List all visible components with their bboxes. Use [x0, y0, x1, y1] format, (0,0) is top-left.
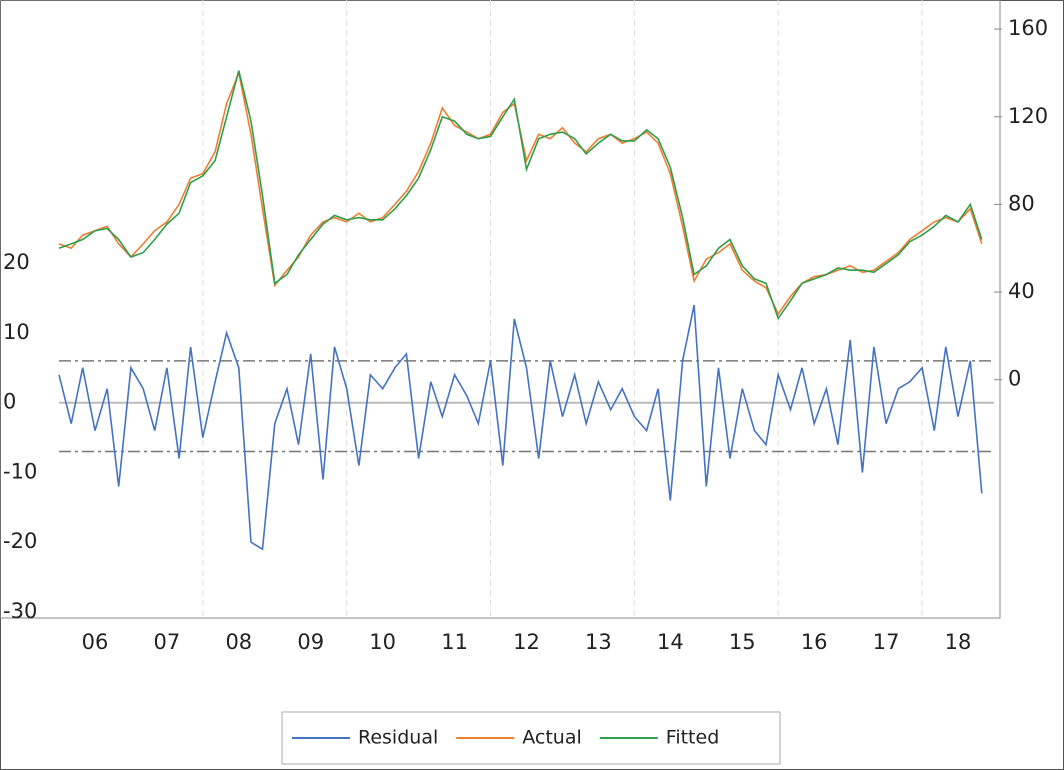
x-tick-label: 09 — [297, 630, 324, 654]
y-tick-label: 10 — [3, 320, 30, 344]
y-tick-label: -20 — [3, 529, 37, 553]
plot-frame — [0, 0, 1001, 619]
legend-box — [281, 711, 781, 765]
y2-tick-label: 80 — [1008, 191, 1035, 215]
y2-tick-label: 40 — [1008, 279, 1035, 303]
x-tick-label: 16 — [801, 630, 828, 654]
x-tick-label: 08 — [225, 630, 252, 654]
x-tick-label: 12 — [513, 630, 540, 654]
x-tick-label: 06 — [82, 630, 109, 654]
x-tick-label: 13 — [585, 630, 612, 654]
series-line — [58, 304, 983, 551]
x-tick-label: 10 — [369, 630, 396, 654]
x-tick-label: 15 — [729, 630, 756, 654]
y-tick-label: 0 — [3, 390, 16, 414]
x-tick-label: 11 — [441, 630, 468, 654]
series-line — [58, 70, 983, 321]
y2-tick-label: 160 — [1008, 16, 1048, 40]
y2-tick-label: 120 — [1008, 104, 1048, 128]
y-tick-label: 20 — [3, 250, 30, 274]
y-tick-label: -10 — [3, 459, 37, 483]
legend: Residual Actual Fitted — [281, 711, 781, 765]
x-tick-label: 17 — [873, 630, 900, 654]
x-tick-label: 07 — [154, 630, 181, 654]
legend-label: Actual — [522, 727, 582, 749]
x-tick-label: 14 — [657, 630, 684, 654]
y-tick-label: -30 — [3, 599, 37, 623]
y2-tick-label: 0 — [1008, 367, 1021, 391]
legend-label: Residual — [358, 727, 438, 749]
x-tick-label: 18 — [945, 630, 972, 654]
legend-label: Fitted — [666, 727, 719, 749]
